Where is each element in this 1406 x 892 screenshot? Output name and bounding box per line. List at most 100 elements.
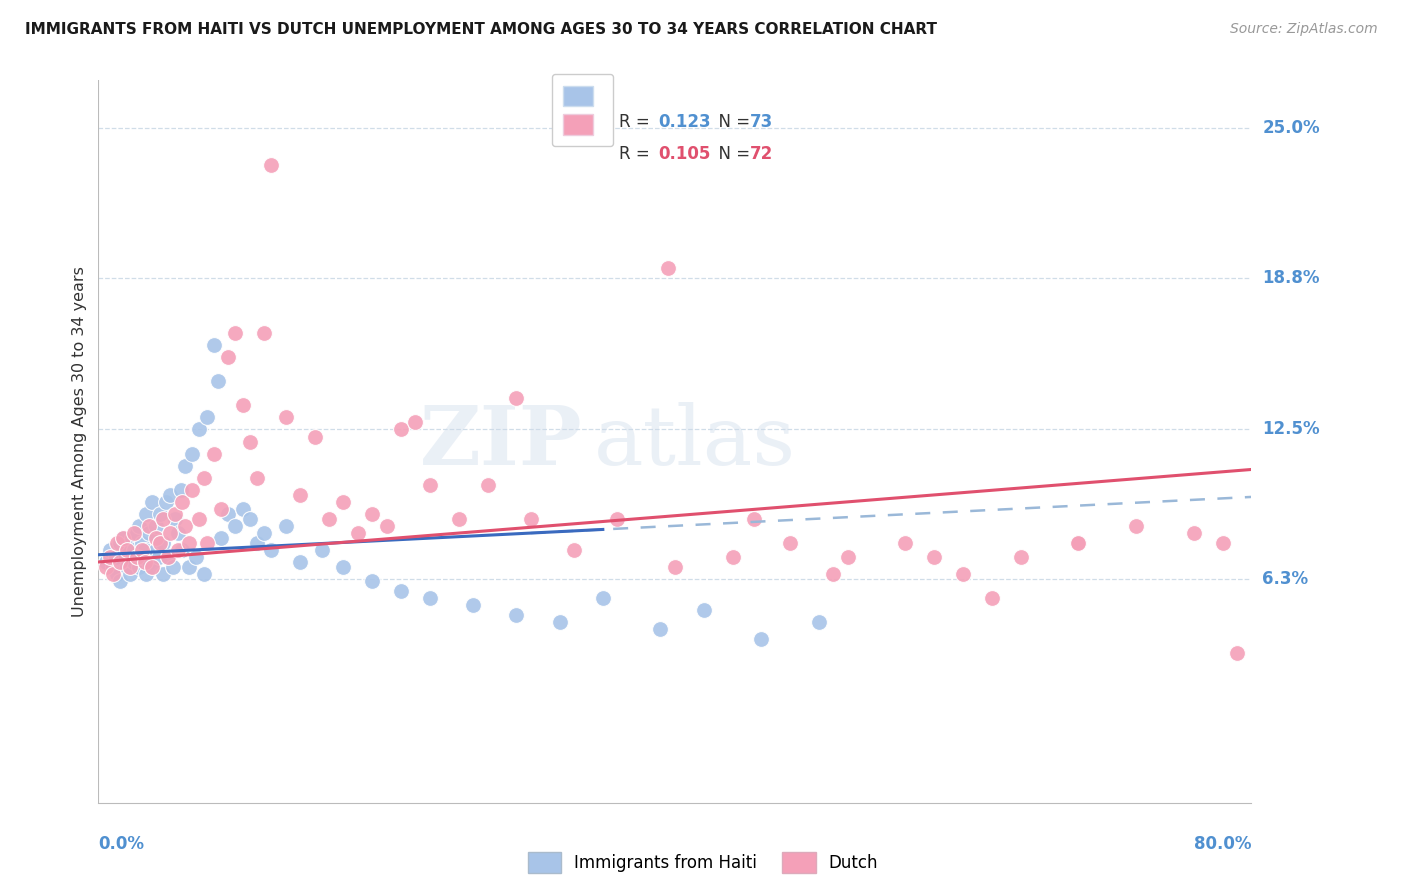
Point (148, 550, 170, 565)
Point (117, 542, 139, 557)
Point (209, 502, 232, 516)
Text: 6.3%: 6.3% (1263, 570, 1309, 588)
Point (260, 158, 283, 172)
Point (664, 559, 686, 574)
Point (1067, 535, 1090, 549)
Point (169, 483, 191, 497)
Point (124, 526, 146, 541)
Point (128, 518, 150, 533)
Point (246, 535, 269, 549)
Point (159, 487, 181, 501)
Point (332, 494, 354, 508)
Point (389, 583, 412, 598)
Point (166, 526, 188, 541)
Point (447, 511, 470, 525)
Point (145, 531, 167, 545)
Text: Source: ZipAtlas.com: Source: ZipAtlas.com (1230, 22, 1378, 37)
Point (152, 511, 174, 525)
Text: 0.0%: 0.0% (98, 835, 145, 854)
Point (779, 535, 801, 549)
Point (166, 542, 188, 557)
Point (751, 632, 773, 646)
Point (135, 567, 157, 582)
Point (179, 559, 201, 574)
Point (174, 518, 197, 533)
Point (274, 410, 297, 425)
Point (808, 615, 831, 630)
Point (131, 542, 153, 557)
Point (193, 567, 215, 582)
Point (224, 518, 246, 533)
Point (1010, 550, 1032, 565)
Point (108, 535, 131, 549)
Point (209, 531, 232, 545)
Point (163, 507, 186, 521)
Point (98, 550, 121, 565)
Point (101, 567, 124, 582)
Text: R =: R = (619, 112, 655, 130)
Point (121, 531, 143, 545)
Point (657, 261, 679, 276)
Point (375, 518, 398, 533)
Point (924, 550, 946, 565)
Point (156, 550, 179, 565)
Point (138, 518, 160, 533)
Point (138, 526, 160, 541)
Point (721, 550, 744, 565)
Point (1226, 647, 1249, 661)
Point (108, 555, 131, 569)
Point (562, 542, 585, 557)
Point (606, 511, 628, 525)
Text: ZIP: ZIP (420, 401, 582, 482)
Point (127, 526, 149, 541)
Point (120, 559, 142, 574)
Point (112, 548, 135, 562)
Point (108, 574, 131, 589)
Point (105, 567, 128, 582)
Point (520, 511, 543, 525)
Point (131, 535, 153, 549)
Point (650, 623, 672, 637)
Text: N =: N = (707, 112, 755, 130)
Point (94, 559, 117, 574)
Point (149, 535, 172, 549)
Point (188, 423, 211, 437)
Point (505, 391, 527, 405)
Point (181, 446, 204, 460)
Point (290, 555, 312, 569)
Point (111, 531, 134, 545)
Point (195, 410, 218, 425)
Text: 80.0%: 80.0% (1194, 835, 1251, 854)
Point (159, 526, 181, 541)
Point (1067, 535, 1090, 549)
Point (318, 511, 340, 525)
Point (1212, 535, 1234, 549)
Point (155, 494, 177, 508)
Point (135, 507, 157, 521)
Point (124, 542, 146, 557)
Point (127, 550, 149, 565)
Point (142, 559, 165, 574)
Point (217, 507, 239, 521)
Text: atlas: atlas (595, 401, 796, 482)
Text: 25.0%: 25.0% (1263, 120, 1320, 137)
Point (163, 511, 186, 525)
Point (346, 526, 368, 541)
Point (253, 526, 276, 541)
Point (152, 567, 174, 582)
Point (290, 487, 312, 501)
Point (124, 555, 146, 569)
Point (505, 607, 527, 622)
Text: 18.8%: 18.8% (1263, 268, 1320, 286)
Point (101, 559, 124, 574)
Point (332, 559, 354, 574)
Point (186, 550, 208, 565)
Point (894, 535, 917, 549)
Point (145, 518, 167, 533)
Point (389, 423, 412, 437)
Point (193, 471, 215, 485)
Point (202, 446, 225, 460)
Point (239, 511, 262, 525)
Text: N =: N = (707, 145, 755, 163)
Point (217, 350, 239, 364)
